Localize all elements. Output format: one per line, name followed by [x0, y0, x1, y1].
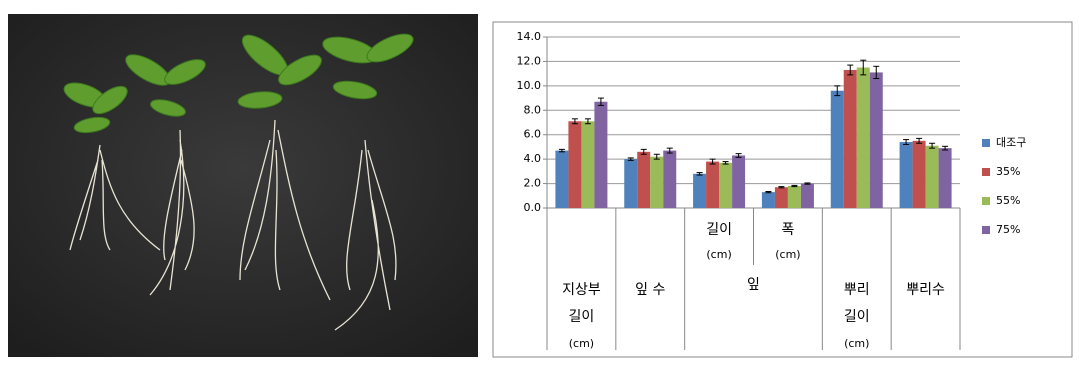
bar — [774, 187, 788, 208]
x-tick-label: (cm) — [569, 337, 594, 350]
legend-label: 대조구 — [996, 136, 1026, 149]
x-tick-label: 지상부 — [562, 282, 601, 298]
bar — [800, 183, 814, 208]
x-tick-label: 길이 — [844, 309, 870, 325]
bar — [719, 162, 733, 208]
bar — [594, 101, 608, 208]
legend-swatch — [982, 197, 990, 205]
bar — [693, 173, 707, 208]
bar — [787, 186, 801, 208]
bar — [899, 142, 913, 208]
bar — [637, 151, 651, 208]
category-group-label: 잎 — [747, 277, 760, 293]
bar — [869, 72, 883, 209]
legend-label: 35% — [996, 165, 1020, 178]
bar — [856, 67, 870, 209]
x-tick-label: 폭 — [781, 222, 794, 238]
y-tick-label: 10.0 — [517, 79, 542, 92]
legend-swatch — [982, 139, 990, 147]
bar — [663, 150, 677, 208]
x-tick-label: 뿌리 — [844, 282, 870, 298]
y-tick-label: 2.0 — [524, 177, 542, 190]
bar — [843, 69, 857, 208]
x-tick-label: (cm) — [844, 337, 869, 350]
bar — [706, 161, 720, 208]
x-tick-label: (cm) — [706, 248, 731, 261]
x-tick-label: 잎 수 — [635, 282, 665, 298]
bar — [830, 90, 844, 208]
bar — [581, 121, 595, 208]
legend-label: 75% — [996, 223, 1020, 236]
bar — [938, 148, 952, 208]
bar — [912, 140, 926, 208]
bar — [650, 156, 664, 208]
legend-swatch — [982, 226, 990, 234]
x-tick-label: 뿌리수 — [906, 282, 945, 298]
y-tick-label: 0.0 — [524, 201, 542, 214]
y-tick-label: 8.0 — [524, 103, 542, 116]
legend-label: 55% — [996, 194, 1020, 207]
bar — [624, 159, 638, 208]
bar — [761, 192, 775, 208]
bar — [925, 145, 939, 208]
y-tick-label: 14.0 — [517, 30, 542, 43]
legend-swatch — [982, 168, 990, 176]
y-tick-label: 12.0 — [517, 54, 542, 67]
bar — [555, 150, 569, 208]
bar — [568, 121, 582, 208]
y-tick-label: 4.0 — [524, 152, 542, 165]
y-tick-label: 6.0 — [524, 128, 542, 141]
x-tick-label: (cm) — [775, 248, 800, 261]
x-tick-label: 길이 — [706, 222, 732, 238]
photo — [8, 14, 478, 357]
x-tick-label: 길이 — [569, 309, 595, 325]
bar — [732, 155, 746, 208]
